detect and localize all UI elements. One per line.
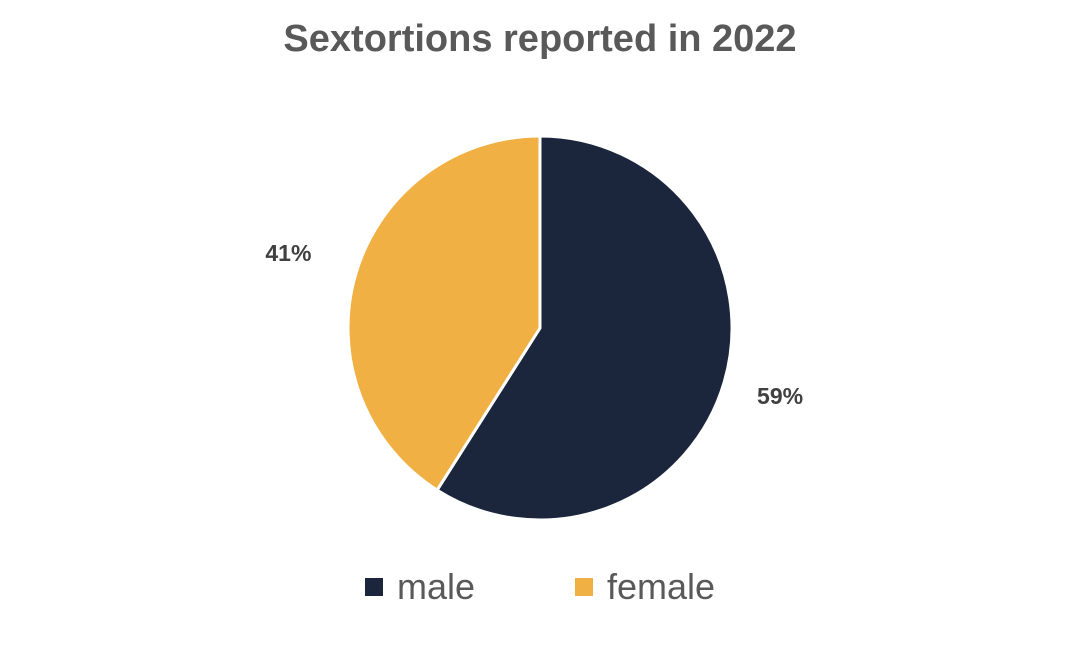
legend-label-female: female (606, 566, 716, 607)
pie-slice-female (346, 134, 542, 492)
legend: male female (0, 566, 1080, 608)
legend-swatch-male (364, 578, 383, 596)
legend-entry-male: male (364, 566, 475, 608)
legend-label-male: male (396, 566, 475, 607)
chart-title: Sextortions reported in 2022 (283, 18, 797, 60)
legend-swatch-female (574, 578, 593, 596)
data-label-female: 41% (265, 240, 311, 266)
data-label-male: 59% (757, 383, 803, 409)
pie-slice-male (435, 134, 734, 522)
legend-entry-female: female (574, 566, 716, 608)
